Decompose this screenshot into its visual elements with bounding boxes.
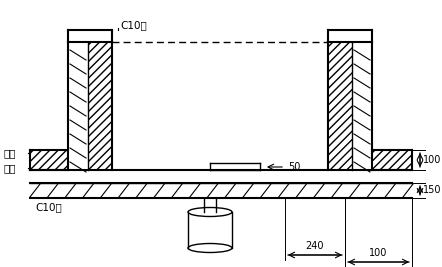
Text: 50: 50 bbox=[288, 162, 301, 172]
Text: C10牀: C10牀 bbox=[120, 20, 147, 30]
Text: 150: 150 bbox=[423, 185, 442, 195]
Bar bbox=[88, 42, 112, 170]
Text: 240: 240 bbox=[306, 241, 324, 251]
Text: 100: 100 bbox=[370, 248, 388, 258]
Bar bbox=[372, 150, 412, 170]
Bar bbox=[328, 42, 352, 170]
Text: 填实: 填实 bbox=[3, 163, 15, 173]
Bar bbox=[30, 150, 68, 170]
Text: C10牀: C10牀 bbox=[35, 202, 62, 212]
Text: 100: 100 bbox=[423, 155, 442, 165]
Text: 石屑: 石屑 bbox=[3, 148, 15, 158]
